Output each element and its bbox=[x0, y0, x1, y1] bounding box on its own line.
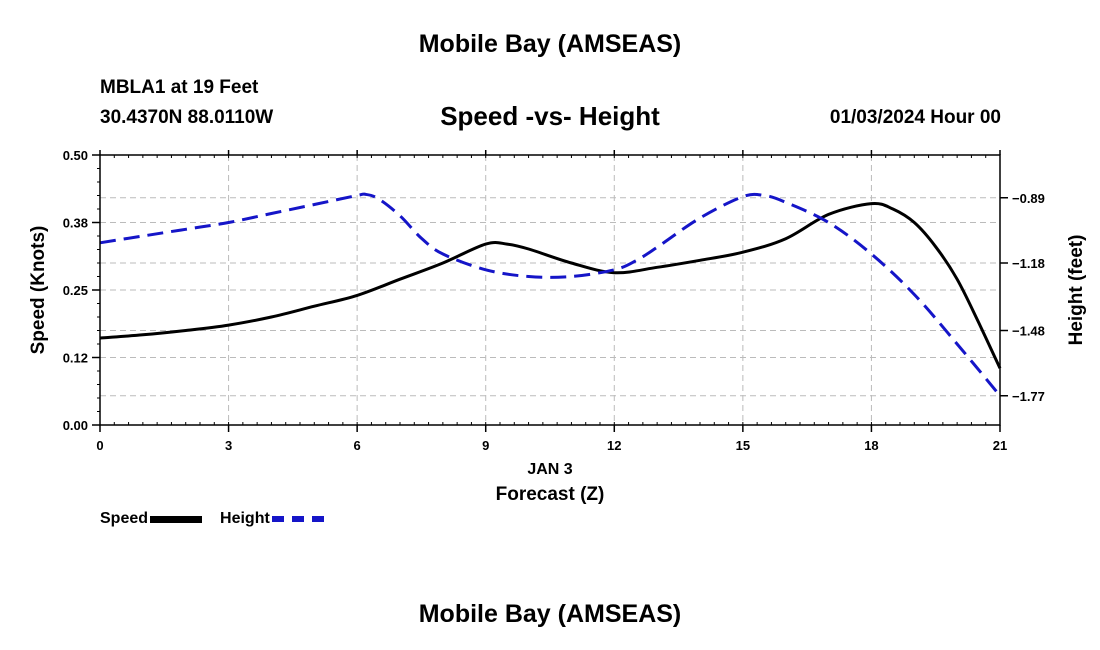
x-tick-label: 21 bbox=[993, 438, 1007, 453]
height-series-line bbox=[99, 192, 1002, 397]
y2-tick-label: −0.89 bbox=[1012, 191, 1045, 206]
y-tick-label: 0.00 bbox=[63, 418, 88, 433]
chart-main-title: Mobile Bay (AMSEAS) bbox=[418, 30, 682, 58]
bottom-title: Mobile Bay (AMSEAS) bbox=[418, 600, 682, 628]
forecast-datetime: 01/03/2024 Hour 00 bbox=[829, 107, 1001, 128]
x-tick-label: 18 bbox=[864, 438, 878, 453]
legend-speed-label: Speed bbox=[100, 510, 149, 527]
axis-ticks bbox=[92, 150, 1008, 432]
grid bbox=[100, 155, 1000, 425]
y-tick-label: 0.12 bbox=[63, 351, 88, 366]
legend-speed-swatch bbox=[150, 515, 203, 523]
series-layer bbox=[99, 192, 1002, 397]
y-tick-label: 0.25 bbox=[63, 283, 88, 298]
legend-height-label: Height bbox=[220, 510, 270, 527]
y2-tick-label: −1.48 bbox=[1012, 324, 1045, 339]
legend: Speed Height bbox=[100, 510, 342, 528]
y-axis-title: Speed (Knots) bbox=[28, 226, 49, 355]
x-tick-label: 0 bbox=[96, 438, 103, 453]
station-label: MBLA1 at 19 Feet bbox=[100, 77, 259, 98]
y2-tick-label: −1.77 bbox=[1012, 389, 1045, 404]
chart-subtitle: Speed -vs- Height bbox=[440, 101, 660, 131]
x-axis-date: JAN 3 bbox=[527, 461, 572, 478]
legend-height-swatch bbox=[271, 516, 324, 522]
x-axis-title: Forecast (Z) bbox=[496, 484, 605, 505]
x-tick-label: 9 bbox=[482, 438, 489, 453]
y2-tick-label: −1.18 bbox=[1012, 256, 1045, 271]
x-tick-label: 15 bbox=[736, 438, 750, 453]
x-tick-label: 3 bbox=[225, 438, 232, 453]
y2-axis-title: Height (feet) bbox=[1066, 235, 1087, 346]
speed-series-line bbox=[99, 201, 1002, 369]
x-tick-label: 12 bbox=[607, 438, 621, 453]
x-tick-label: 6 bbox=[354, 438, 361, 453]
station-coordinates: 30.4370N 88.0110W bbox=[100, 107, 274, 128]
y-tick-label: 0.50 bbox=[63, 148, 88, 163]
y-tick-label: 0.38 bbox=[63, 216, 88, 231]
axis-labels: 0 3 6 9 12 15 18 21 0.00 0.12 0.25 0.38 0.50 −0.89 −1.… bbox=[28, 148, 1087, 505]
